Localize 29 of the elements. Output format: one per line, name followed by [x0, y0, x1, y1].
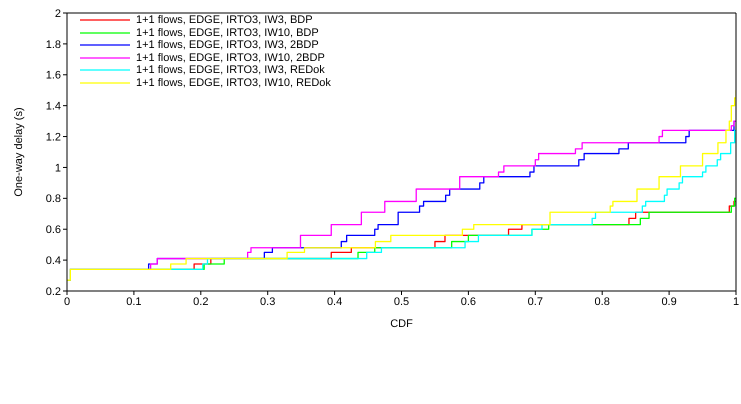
y-tick-label: 1.6	[46, 70, 61, 82]
x-tick-label: 0.3	[260, 296, 276, 308]
y-tick-label: 0.6	[46, 224, 61, 236]
y-tick-label: 0.2	[46, 286, 61, 298]
y-tick-label: 1.8	[46, 38, 61, 51]
x-tick-label: 0	[64, 296, 70, 308]
y-tick-label: 1	[54, 162, 61, 174]
y-tick-label: 2	[54, 8, 61, 20]
x-tick-label: 1	[732, 296, 740, 308]
x-tick-label: 0.4	[326, 296, 342, 308]
x-tick-label: 0.9	[661, 296, 677, 308]
y-axis-title: One-way delay (s)	[12, 107, 25, 197]
x-tick-label: 0.8	[594, 296, 610, 308]
y-tick-label: 0.4	[46, 255, 61, 268]
x-tick-label: 0.2	[193, 296, 208, 308]
y-tick-label: 1.2	[46, 131, 61, 144]
legend-label: 1+1 flows, EDGE, IRTO3, IW3, REDok	[136, 64, 325, 76]
x-axis-title: CDF	[390, 318, 414, 330]
legend-label: 1+1 flows, EDGE, IRTO3, IW3, 2BDP	[136, 39, 319, 52]
legend-label: 1+1 flows, EDGE, IRTO3, IW10, REDok	[136, 76, 331, 89]
y-tick-label: 1.4	[46, 100, 61, 113]
x-tick-label: 0.7	[528, 296, 543, 308]
x-tick-label: 0.1	[126, 296, 142, 308]
y-tick-label: 0.8	[46, 193, 61, 206]
legend-label: 1+1 flows, EDGE, IRTO3, IW3, BDP	[136, 14, 313, 26]
legend-label: 1+1 flows, EDGE, IRTO3, IW10, 2BDP	[136, 52, 325, 64]
legend-label: 1+1 flows, EDGE, IRTO3, IW10, BDP	[136, 26, 319, 39]
x-tick-label: 0.6	[460, 296, 476, 308]
x-tick-label: 0.5	[394, 296, 410, 308]
